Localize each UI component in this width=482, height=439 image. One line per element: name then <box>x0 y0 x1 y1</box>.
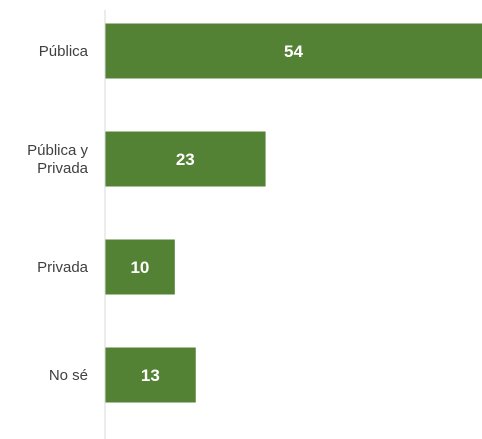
value-labels-group: 54 23 10 13 <box>130 42 303 385</box>
bar-2 <box>105 239 175 295</box>
bars-group <box>105 23 482 403</box>
category-label-1-line-1: Privada <box>37 160 89 177</box>
data-label-3: 13 <box>141 366 160 385</box>
category-label-3: No sé <box>49 367 88 384</box>
bar-3 <box>105 347 196 403</box>
category-label-0: Pública <box>39 43 89 60</box>
category-label-0-line-0: Pública <box>39 43 89 60</box>
bar-1 <box>105 131 266 187</box>
data-label-2: 10 <box>130 258 149 277</box>
data-label-1: 23 <box>176 150 195 169</box>
category-label-2: Privada <box>37 259 89 276</box>
category-label-3-line-0: No sé <box>49 367 88 384</box>
category-label-1: Pública y Privada <box>27 142 89 177</box>
data-label-0: 54 <box>284 42 303 61</box>
category-label-1-line-0: Pública y <box>27 142 88 159</box>
bar-0 <box>105 23 482 79</box>
category-label-2-line-0: Privada <box>37 259 89 276</box>
